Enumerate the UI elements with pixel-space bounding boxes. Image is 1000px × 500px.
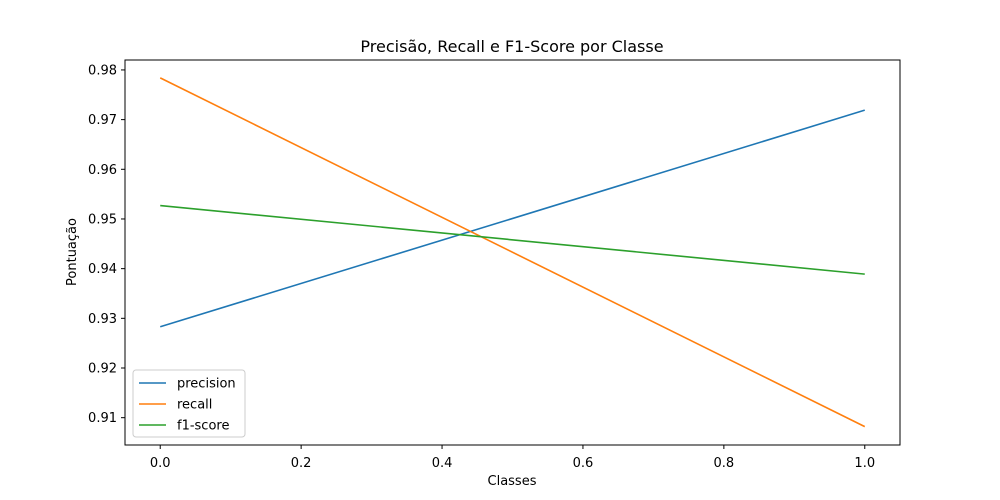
y-tick-label: 0.93 bbox=[88, 312, 117, 327]
series-line-f1-score bbox=[160, 204, 865, 275]
y-tick-label: 0.92 bbox=[88, 362, 117, 377]
x-tick-label: 0.6 bbox=[573, 456, 594, 471]
y-tick-label: 0.94 bbox=[88, 262, 117, 277]
x-tick-label: 1.0 bbox=[854, 456, 875, 471]
series-line-precision bbox=[159, 109, 866, 328]
legend-label-precision: precision bbox=[177, 377, 236, 392]
legend-box bbox=[132, 369, 246, 438]
y-tick-label: 0.95 bbox=[88, 212, 117, 227]
series-line-recall bbox=[159, 77, 866, 428]
x-axis: 0.0 0.2 0.4 0.6 0.8 1.0 bbox=[150, 445, 875, 471]
y-tick-label: 0.97 bbox=[88, 113, 117, 128]
series-lines bbox=[159, 77, 866, 428]
legend-label-recall: recall bbox=[177, 398, 212, 413]
legend-label-f1-score: f1-score bbox=[177, 419, 229, 434]
x-tick-label: 0.0 bbox=[150, 456, 171, 471]
y-axis: 0.91 0.92 0.93 0.94 0.95 0.96 0.97 0.98 bbox=[88, 63, 125, 426]
y-axis-label: Pontuação bbox=[65, 218, 80, 286]
y-tick-label: 0.91 bbox=[88, 411, 117, 426]
y-tick-label: 0.98 bbox=[88, 63, 117, 78]
plot-area-frame bbox=[124, 59, 901, 446]
x-tick-label: 0.4 bbox=[432, 456, 453, 471]
x-tick-label: 0.2 bbox=[291, 456, 312, 471]
x-axis-label: Classes bbox=[488, 474, 537, 489]
legend: precision recall f1-score bbox=[132, 369, 246, 438]
chart-title: Precisão, Recall e F1-Score por Classe bbox=[360, 37, 663, 56]
y-tick-label: 0.96 bbox=[88, 163, 117, 178]
x-tick-label: 0.8 bbox=[714, 456, 735, 471]
